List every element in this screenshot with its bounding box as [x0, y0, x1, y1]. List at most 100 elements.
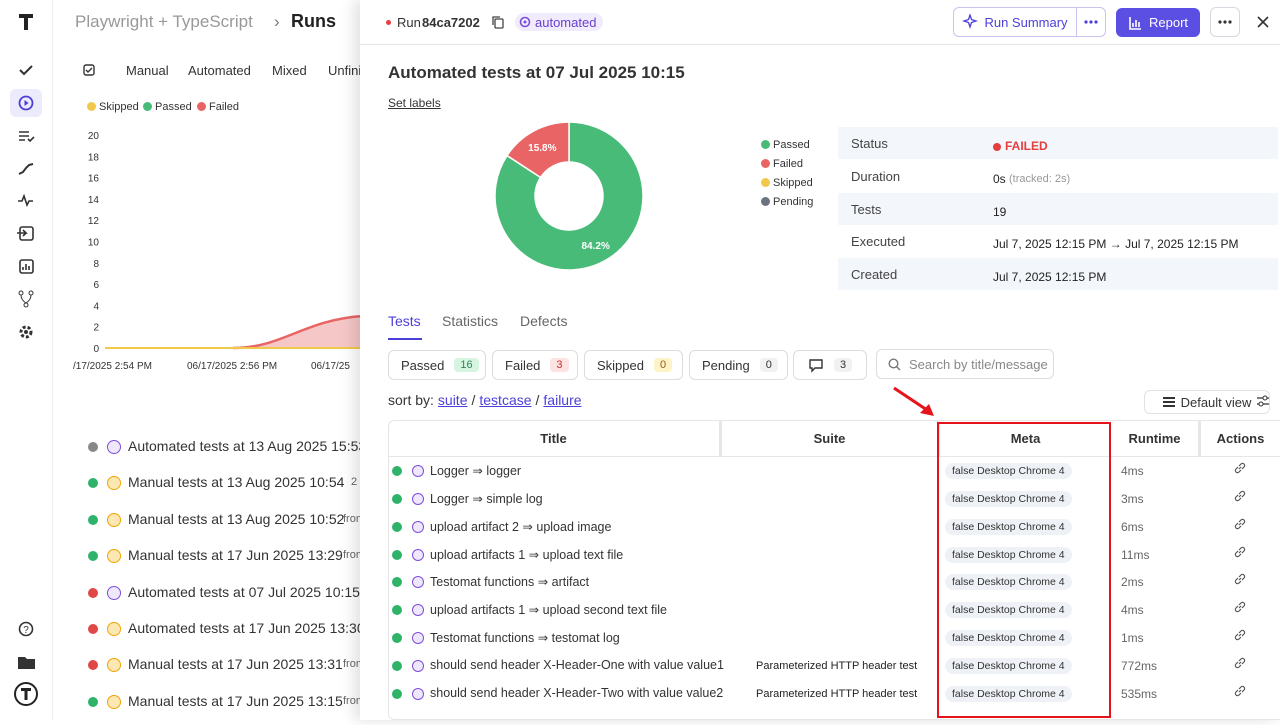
link-action[interactable] [1234, 573, 1246, 585]
test-runtime: 6ms [1121, 520, 1144, 534]
status-chip[interactable]: Passed 16 [388, 350, 486, 380]
more-button[interactable] [1210, 7, 1240, 37]
tab[interactable]: Tests [388, 313, 421, 329]
link-action[interactable] [1234, 657, 1246, 669]
chip-count: 0 [760, 358, 778, 372]
legend-label: Pending [773, 196, 813, 208]
column-header[interactable]: Runtime [1111, 421, 1198, 456]
status-chip[interactable]: Failed3 [492, 350, 578, 380]
report-button[interactable]: Report [1116, 8, 1200, 37]
run-title[interactable]: Manual tests at 13 Aug 2025 10:52 [128, 511, 344, 527]
row-status-icon [392, 494, 402, 504]
test-title[interactable]: Logger ⇒ simple log [430, 491, 543, 506]
test-title[interactable]: upload artifacts 1 ⇒ upload second text … [430, 602, 667, 617]
test-runtime: 772ms [1121, 659, 1157, 673]
row-status-icon [392, 689, 402, 699]
run-filter-tab[interactable]: Unfini [328, 63, 361, 78]
summary-menu-button[interactable] [1076, 7, 1106, 37]
tab[interactable]: Statistics [442, 313, 498, 329]
run-title[interactable]: Manual tests at 17 Jun 2025 13:15 [128, 693, 343, 709]
link-action[interactable] [1234, 490, 1246, 502]
column-header[interactable]: Suite [719, 421, 937, 456]
sort-label: sort by: [388, 392, 434, 408]
run-title[interactable]: Manual tests at 17 Jun 2025 13:29 [128, 547, 343, 563]
run-donut-chart: 84.2%15.8% [480, 112, 660, 282]
link-action[interactable] [1234, 518, 1246, 530]
test-title[interactable]: Testomat functions ⇒ artifact [430, 574, 589, 589]
link-action[interactable] [1234, 462, 1246, 474]
status-chip[interactable]: 3 [793, 350, 867, 380]
column-header[interactable]: Actions [1198, 421, 1280, 456]
run-kind-icon [107, 586, 121, 600]
link-action[interactable] [1234, 601, 1246, 613]
test-title[interactable]: should send header X-Header-One with val… [430, 658, 724, 672]
legend-swatch [143, 102, 152, 111]
info-label: Created [851, 267, 897, 282]
y-tick-label: 6 [93, 280, 99, 291]
sort-option[interactable]: testcase [479, 392, 531, 408]
chip-count: 0 [654, 358, 672, 372]
chip-count: 16 [454, 358, 478, 372]
close-button[interactable] [1257, 16, 1269, 28]
test-title[interactable]: Logger ⇒ logger [430, 463, 521, 478]
link-action[interactable] [1234, 629, 1246, 641]
tab[interactable]: Defects [520, 313, 567, 329]
report-label: Report [1149, 15, 1188, 30]
search-placeholder: Search by title/message [909, 357, 1048, 372]
test-title[interactable]: upload artifacts 1 ⇒ upload text file [430, 547, 623, 562]
settings-icon[interactable] [1256, 394, 1270, 408]
run-title[interactable]: Manual tests at 17 Jun 2025 13:31 [128, 656, 343, 672]
test-title[interactable]: should send header X-Header-Two with val… [430, 686, 723, 700]
run-status-icon [88, 442, 98, 452]
test-runtime: 4ms [1121, 603, 1144, 617]
run-filter-tab[interactable]: Automated [188, 63, 251, 78]
info-row-bg [838, 193, 1278, 225]
test-title[interactable]: Testomat functions ⇒ testomat log [430, 630, 620, 645]
run-kind-icon [107, 658, 121, 672]
legend-swatch [87, 102, 96, 111]
default-view-button[interactable]: Default view [1144, 390, 1270, 414]
link-action[interactable] [1234, 546, 1246, 558]
chip-label: Passed [401, 358, 444, 373]
info-label: Executed [851, 234, 905, 249]
run-id: 84ca7202 [422, 15, 480, 30]
test-title[interactable]: upload artifact 2 ⇒ upload image [430, 519, 611, 534]
status-chip[interactable]: Skipped0 [584, 350, 683, 380]
run-title[interactable]: Automated tests at 17 Jun 2025 13:30 [128, 620, 363, 636]
sort-option[interactable]: failure [543, 392, 581, 408]
status-chip[interactable]: Pending0 [689, 350, 788, 380]
search-box[interactable]: Search by title/message [876, 349, 1054, 379]
info-row-bg [838, 127, 1278, 159]
run-kind-icon [107, 513, 121, 527]
copy-icon[interactable] [491, 15, 505, 30]
sort-option[interactable]: suite [438, 392, 468, 408]
chip-count: 3 [550, 358, 568, 372]
annotation-arrow [890, 384, 940, 420]
sparkle-icon [962, 14, 978, 30]
run-filter-tab[interactable]: Mixed [272, 63, 307, 78]
breadcrumb-project[interactable]: Playwright + TypeScript [75, 12, 253, 32]
run-filter-tab[interactable]: Manual [126, 63, 169, 78]
row-type-icon [412, 549, 424, 561]
run-title[interactable]: Manual tests at 13 Aug 2025 10:54 [128, 474, 344, 490]
y-tick-label: 12 [88, 216, 100, 227]
legend-label: Failed [773, 158, 803, 170]
info-value: Jul 7, 2025 12:15 PM [993, 270, 1106, 284]
row-type-icon [412, 521, 424, 533]
run-label: Run [397, 15, 421, 30]
run-extra: 2 [351, 476, 357, 488]
link-action[interactable] [1234, 685, 1246, 697]
column-header[interactable]: Title [388, 421, 719, 456]
run-title[interactable]: Automated tests at 13 Aug 2025 15:53 [128, 438, 363, 454]
y-tick-label: 14 [88, 195, 100, 206]
run-status-dot [386, 20, 391, 25]
filter-icon[interactable] [81, 62, 97, 78]
row-status-icon [392, 466, 402, 476]
test-runtime: 1ms [1121, 631, 1144, 645]
test-suite: Parameterized HTTP header test [756, 660, 917, 672]
chip-count: 3 [834, 358, 852, 372]
run-summary-button[interactable]: Run Summary [953, 7, 1077, 37]
set-labels-link[interactable]: Set labels [388, 96, 441, 110]
breadcrumb-separator: › [274, 12, 280, 32]
run-title[interactable]: Automated tests at 07 Jul 2025 10:15 [128, 584, 360, 600]
